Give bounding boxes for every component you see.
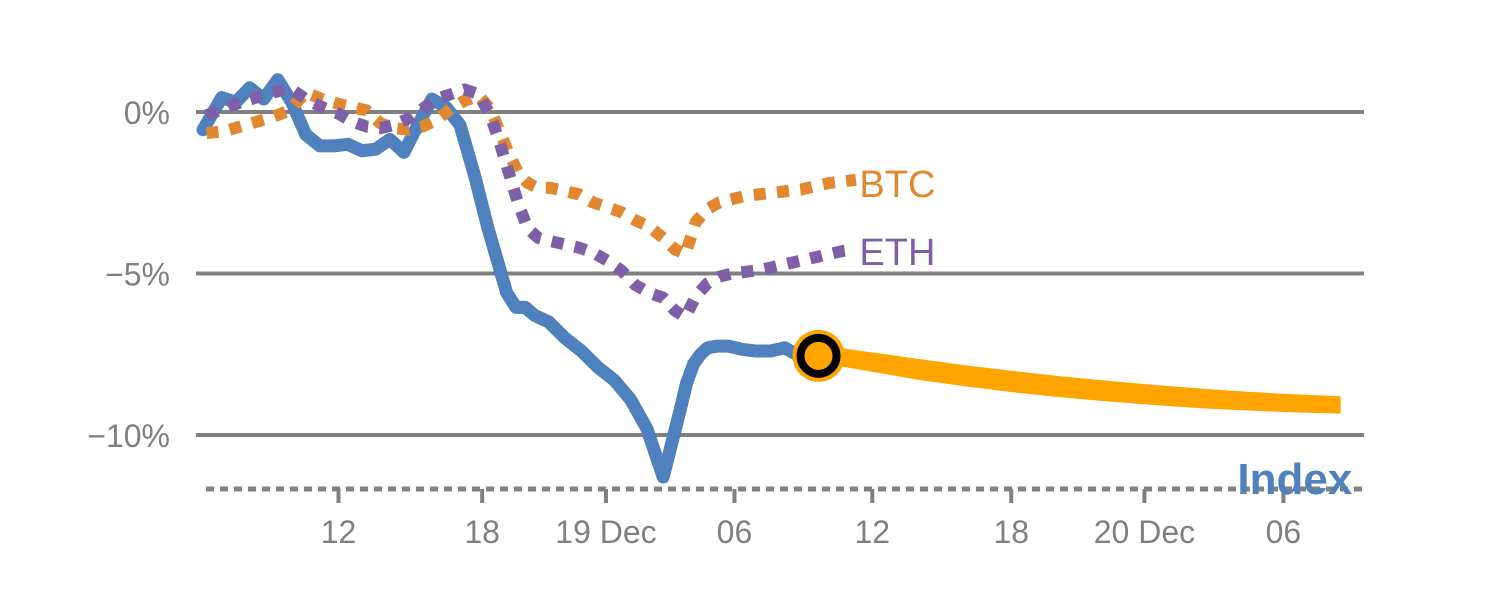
series-label-index: Index	[1237, 455, 1352, 504]
series-annotations: BTC ETH Index	[859, 164, 1352, 504]
x-tick-label: 06	[1266, 514, 1302, 550]
x-tick-label: 12	[854, 514, 890, 550]
marker-ring[interactable]	[796, 333, 841, 378]
y-tick-labels: 0% −5% −10%	[87, 95, 170, 454]
series-line-index	[196, 73, 803, 484]
y-tick-label: 0%	[124, 95, 170, 131]
series-line-btc	[205, 86, 857, 261]
current-point-marker[interactable]	[792, 329, 845, 382]
x-axis	[206, 486, 1364, 503]
y-tick-label: −10%	[87, 418, 170, 454]
y-tick-label: −5%	[105, 257, 170, 293]
x-tick-label: 18	[464, 514, 500, 550]
x-tick-label: 20 Dec	[1094, 514, 1195, 550]
forecast-band	[826, 346, 1341, 414]
x-tick-label: 12	[321, 514, 357, 550]
x-tick-labels: 12 18 19 Dec 06 12 18 20 Dec 06	[321, 514, 1302, 550]
x-tick-label: 18	[993, 514, 1029, 550]
gridlines	[196, 110, 1364, 437]
series-label-btc: BTC	[859, 164, 935, 206]
series-lines	[196, 73, 857, 484]
series-label-eth: ETH	[859, 232, 935, 274]
x-tick-label: 06	[717, 514, 753, 550]
forecast-band-area	[826, 346, 1341, 414]
x-tick-label: 19 Dec	[555, 514, 656, 550]
series-line-eth	[204, 81, 857, 324]
